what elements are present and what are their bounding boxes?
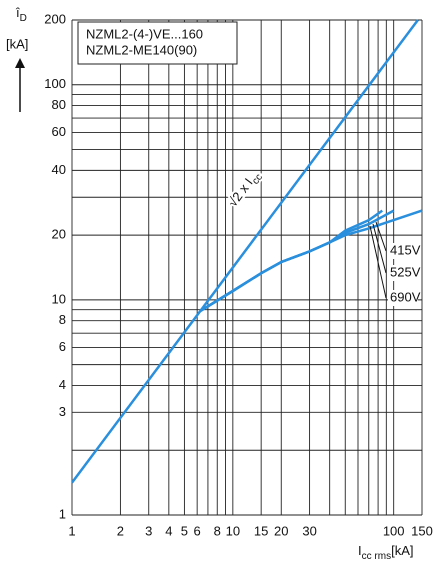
y-axis-arrowhead <box>15 58 25 68</box>
x-tick-label: 4 <box>165 523 172 538</box>
x-tick-label: 150 <box>411 523 433 538</box>
y-axis-unit: [kA] <box>6 36 28 51</box>
y-tick-label: 1 <box>59 506 66 521</box>
y-axis-label-part: î <box>15 5 20 20</box>
series-label: 525V <box>390 264 421 279</box>
label-bg <box>388 243 418 259</box>
y-tick-label: 60 <box>52 124 66 139</box>
y-tick-label: 20 <box>52 227 66 242</box>
series-label: 415V <box>390 242 421 257</box>
leader-line <box>372 223 387 274</box>
data-line <box>199 209 384 312</box>
x-tick-label: 5 <box>181 523 188 538</box>
x-tick-label: 30 <box>302 523 316 538</box>
x-tick-label: 20 <box>274 523 288 538</box>
y-tick-label: 100 <box>44 76 66 91</box>
y-tick-label: 200 <box>44 11 66 26</box>
line-label: √2 x Icc <box>223 168 267 212</box>
label-bg <box>388 290 418 306</box>
y-tick-label: 10 <box>52 291 66 306</box>
y-tick-label: 8 <box>59 312 66 327</box>
data-line <box>199 209 395 312</box>
x-axis-label-part: [kA] <box>391 543 413 558</box>
line-label-text: √2 x Icc <box>225 168 265 212</box>
annotation: NZML2-(4-)VE...160 <box>86 26 203 41</box>
y-tick-label: 3 <box>59 404 66 419</box>
x-tick-label: 3 <box>145 523 152 538</box>
label-bg <box>388 265 418 281</box>
x-tick-label: 8 <box>214 523 221 538</box>
x-axis-label-part: I <box>358 543 362 558</box>
annotation-box <box>77 21 238 65</box>
x-tick-label: 10 <box>226 523 240 538</box>
x-axis-label: Icc rms[kA] <box>358 543 413 561</box>
y-tick-label: 4 <box>59 377 66 392</box>
y-tick-label: 80 <box>52 97 66 112</box>
y-axis-label-part: D <box>20 13 27 24</box>
data-line <box>70 19 419 484</box>
x-tick-label: 1 <box>68 523 75 538</box>
annotation: NZML2-ME140(90) <box>86 42 197 57</box>
leader-line <box>369 225 387 299</box>
x-axis-label-part: cc rms <box>362 551 391 562</box>
y-axis-label: îD <box>15 5 27 23</box>
y-tick-label: 40 <box>52 162 66 177</box>
leader-line <box>375 221 387 252</box>
x-tick-label: 2 <box>117 523 124 538</box>
series-label: 690V <box>390 289 421 304</box>
y-tick-label: 6 <box>59 339 66 354</box>
x-tick-label: 100 <box>383 523 405 538</box>
x-tick-label: 15 <box>254 523 268 538</box>
x-tick-label: 6 <box>194 523 201 538</box>
